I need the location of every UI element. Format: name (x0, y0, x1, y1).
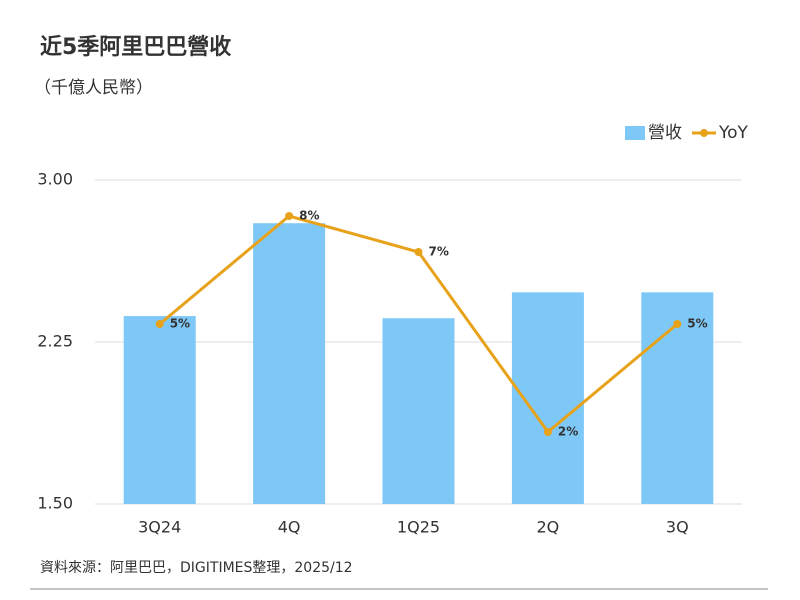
x-tick-label: 3Q24 (138, 518, 181, 537)
data-label: 5% (170, 317, 190, 331)
bar (382, 318, 455, 504)
line-marker (673, 320, 682, 328)
x-tick-label: 1Q25 (397, 518, 440, 537)
bar (253, 223, 326, 504)
legend-swatch (625, 126, 645, 140)
data-label: 8% (299, 209, 319, 223)
line-marker (414, 248, 423, 256)
y-tick-label: 2.25 (37, 332, 73, 351)
y-tick-label: 3.00 (37, 170, 73, 189)
line-marker (285, 212, 294, 220)
y-tick-label: 1.50 (37, 494, 73, 513)
data-label: 7% (429, 245, 449, 259)
line-marker (543, 428, 552, 436)
line-marker (155, 320, 164, 328)
legend-label: YoY (718, 123, 749, 143)
data-label: 5% (687, 317, 707, 331)
chart-subtitle: （千億人民幣） (34, 78, 153, 98)
source-note: 資料來源：阿里巴巴，DIGITIMES整理，2025/12 (40, 560, 353, 576)
x-tick-label: 4Q (278, 518, 301, 537)
x-tick-label: 3Q (666, 518, 689, 537)
bar (123, 316, 196, 504)
legend-label: 營收 (648, 123, 682, 143)
x-tick-label: 2Q (537, 518, 560, 537)
data-label: 2% (558, 425, 578, 439)
chart-title: 近5季阿里巴巴營收 (40, 34, 231, 60)
legend-swatch (700, 129, 708, 137)
